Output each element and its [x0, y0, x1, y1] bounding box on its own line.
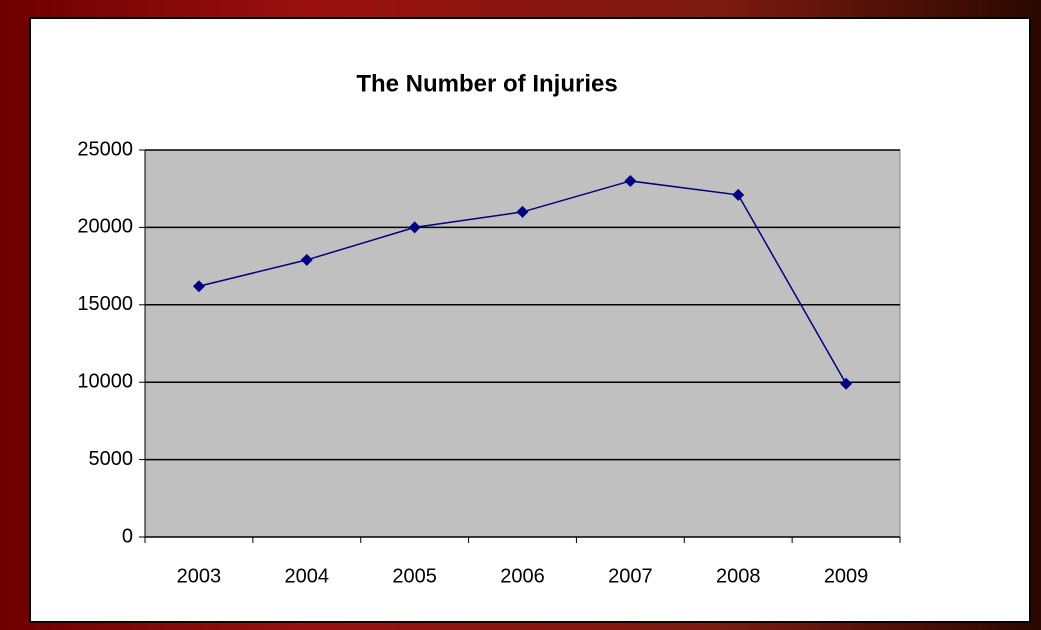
y-tick-label: 5000: [89, 448, 134, 470]
data-point: [300, 253, 313, 266]
x-tick-label: 2004: [285, 565, 330, 587]
x-tick-label: 2009: [824, 565, 869, 587]
x-tick-label: 2007: [608, 565, 653, 587]
y-tick-label: 25000: [77, 138, 133, 160]
data-point: [516, 205, 529, 218]
y-tick-label: 15000: [77, 293, 133, 315]
data-point: [408, 221, 421, 234]
x-tick-label: 2006: [500, 565, 545, 587]
x-tick-label: 2003: [177, 565, 222, 587]
y-tick-label: 0: [122, 525, 133, 547]
y-tick-label: 20000: [77, 216, 133, 238]
data-point: [624, 174, 637, 187]
chart-title: The Number of Injuries: [356, 70, 617, 97]
data-point: [192, 280, 205, 293]
data-point: [732, 188, 745, 201]
x-tick-label: 2005: [392, 565, 437, 587]
data-point: [840, 377, 853, 390]
x-tick-label: 2008: [716, 565, 761, 587]
y-tick-label: 10000: [77, 370, 133, 392]
